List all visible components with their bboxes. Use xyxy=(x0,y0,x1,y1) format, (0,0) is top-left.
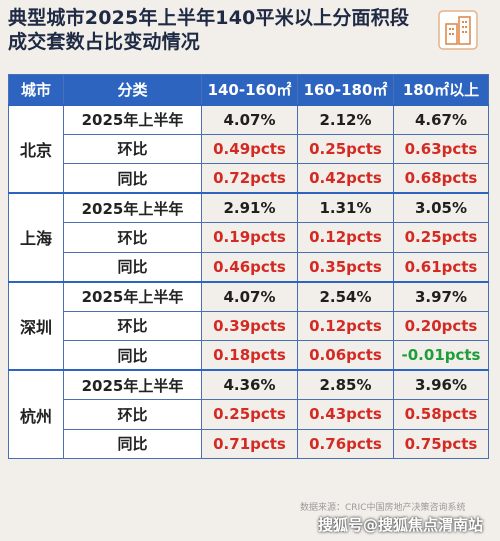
value-cell: 0.58pcts xyxy=(393,399,489,430)
value-cell: 0.12pcts xyxy=(297,222,394,253)
data-source-note: 数据来源：CRIC中国房地产决策咨询系统 xyxy=(300,503,466,513)
header-160-180: 160-180㎡ xyxy=(297,74,394,105)
table-row: 环比 0.39pcts 0.12pcts 0.20pcts xyxy=(9,310,489,341)
value-cell: 0.72pcts xyxy=(201,163,298,194)
value-cell: 0.25pcts xyxy=(201,399,298,430)
table-row: 环比 0.25pcts 0.43pcts 0.58pcts xyxy=(9,399,489,430)
value-cell: 2.12% xyxy=(297,103,394,135)
header-category: 分类 xyxy=(63,74,202,105)
value-cell: 4.07% xyxy=(201,103,298,135)
table-row: 上海 2025年上半年 2.91% 1.31% 3.05% xyxy=(8,192,489,282)
table-row: 深圳 2025年上半年 4.07% 2.54% 3.97% xyxy=(8,280,489,371)
category-cell: 2025年上半年 xyxy=(63,192,202,223)
value-cell: 2.91% xyxy=(201,192,298,223)
value-cell: 0.75pcts xyxy=(393,428,489,459)
category-cell: 同比 xyxy=(63,428,202,459)
value-cell: 0.25pcts xyxy=(393,222,489,253)
table-row: 同比 0.72pcts 0.42pcts 0.68pcts xyxy=(9,163,489,194)
table-row: 同比 0.18pcts 0.06pcts -0.01pcts xyxy=(9,340,489,371)
value-cell: 3.97% xyxy=(393,280,489,312)
value-cell: 0.18pcts xyxy=(201,340,298,371)
table-row: 杭州 2025年上半年 4.36% 2.85% 3.96% xyxy=(8,369,489,459)
value-cell: 0.61pcts xyxy=(393,251,489,282)
value-cell: 0.43pcts xyxy=(297,399,394,430)
value-cell: 4.36% xyxy=(201,369,298,400)
value-cell: 4.67% xyxy=(393,103,489,135)
header-140-160: 140-160㎡ xyxy=(201,74,298,105)
table-row: 环比 0.19pcts 0.12pcts 0.25pcts xyxy=(9,222,489,253)
table-row: 同比 0.71pcts 0.76pcts 0.75pcts xyxy=(9,428,489,459)
value-cell: 3.96% xyxy=(393,369,489,400)
value-cell: 0.68pcts xyxy=(393,163,489,194)
table-row: 环比 0.49pcts 0.25pcts 0.63pcts xyxy=(9,133,489,164)
building-logo-icon xyxy=(438,10,478,50)
category-cell: 2025年上半年 xyxy=(63,280,202,312)
value-cell: 1.31% xyxy=(297,192,394,223)
city-cell: 深圳 xyxy=(8,280,64,371)
value-cell: 0.49pcts xyxy=(201,133,298,164)
table-header-row: 城市 分类 140-160㎡ 160-180㎡ 180㎡以上 xyxy=(8,74,489,105)
value-cell: 2.85% xyxy=(297,369,394,400)
value-cell: -0.01pcts xyxy=(393,340,489,371)
header-city: 城市 xyxy=(8,74,64,105)
category-cell: 同比 xyxy=(63,251,202,282)
value-cell: 0.12pcts xyxy=(297,310,394,341)
category-cell: 环比 xyxy=(63,310,202,341)
value-cell: 0.25pcts xyxy=(297,133,394,164)
table-row: 北京 2025年上半年 4.07% 2.12% 4.67% xyxy=(8,103,489,194)
watermark: 搜狐号@搜狐焦点渭南站 xyxy=(318,516,484,534)
value-cell: 2.54% xyxy=(297,280,394,312)
value-cell: 0.76pcts xyxy=(297,428,394,459)
page-title: 典型城市2025年上半年140平米以上分面积段成交套数占比变动情况 xyxy=(8,7,410,53)
city-cell: 杭州 xyxy=(8,369,64,459)
category-cell: 2025年上半年 xyxy=(63,103,202,135)
category-cell: 环比 xyxy=(63,222,202,253)
city-cell: 上海 xyxy=(8,192,64,282)
header-180-plus: 180㎡以上 xyxy=(393,74,489,105)
category-cell: 同比 xyxy=(63,340,202,371)
data-table: 城市 分类 140-160㎡ 160-180㎡ 180㎡以上 北京 2025年上半… xyxy=(8,74,489,459)
category-cell: 环比 xyxy=(63,399,202,430)
value-cell: 0.71pcts xyxy=(201,428,298,459)
value-cell: 4.07% xyxy=(201,280,298,312)
value-cell: 0.19pcts xyxy=(201,222,298,253)
value-cell: 0.35pcts xyxy=(297,251,394,282)
table-row: 同比 0.46pcts 0.35pcts 0.61pcts xyxy=(9,251,489,282)
value-cell: 0.39pcts xyxy=(201,310,298,341)
value-cell: 0.46pcts xyxy=(201,251,298,282)
value-cell: 3.05% xyxy=(393,192,489,223)
city-cell: 北京 xyxy=(8,103,64,194)
value-cell: 0.20pcts xyxy=(393,310,489,341)
category-cell: 环比 xyxy=(63,133,202,164)
value-cell: 0.42pcts xyxy=(297,163,394,194)
category-cell: 同比 xyxy=(63,163,202,194)
value-cell: 0.63pcts xyxy=(393,133,489,164)
value-cell: 0.06pcts xyxy=(297,340,394,371)
category-cell: 2025年上半年 xyxy=(63,369,202,400)
